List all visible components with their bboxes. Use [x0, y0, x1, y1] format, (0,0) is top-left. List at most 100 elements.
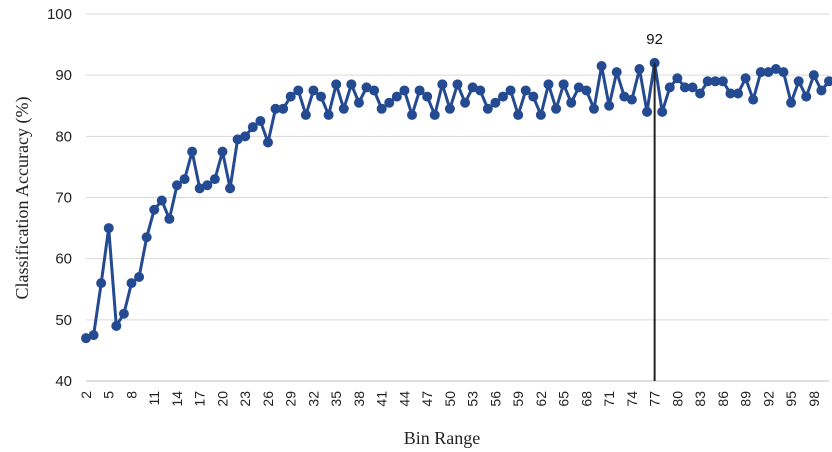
data-point — [88, 330, 99, 341]
data-point — [308, 85, 319, 96]
y-tick-label: 70 — [55, 190, 72, 207]
x-tick-label: 80 — [669, 391, 685, 407]
data-point — [232, 134, 243, 145]
data-point — [581, 85, 592, 96]
x-axis-title: Bin Range — [404, 428, 481, 448]
data-point — [300, 109, 311, 120]
data-point — [429, 109, 440, 120]
data-point — [725, 88, 736, 99]
y-tick-label: 50 — [55, 312, 72, 329]
data-point — [535, 109, 546, 120]
x-tick-label: 17 — [192, 391, 208, 407]
data-point — [801, 91, 812, 102]
data-point — [702, 76, 713, 87]
data-point — [444, 103, 455, 114]
y-tick-label: 100 — [47, 6, 72, 23]
data-point — [824, 76, 832, 87]
data-point — [323, 109, 334, 120]
x-tick-label: 77 — [647, 391, 663, 407]
data-point — [126, 278, 137, 289]
data-point — [672, 73, 683, 84]
x-tick-label: 74 — [624, 391, 640, 407]
x-tick-label: 32 — [305, 391, 321, 407]
data-point — [149, 204, 160, 215]
data-point — [467, 82, 478, 93]
data-point — [573, 82, 584, 93]
y-tick-label: 60 — [55, 251, 72, 268]
data-point — [808, 70, 819, 81]
peak-label: 92 — [646, 31, 663, 48]
data-point — [482, 103, 493, 114]
data-point — [164, 213, 175, 224]
x-tick-label: 68 — [578, 391, 594, 407]
data-point — [407, 109, 418, 120]
data-point — [96, 278, 107, 289]
data-point — [103, 223, 114, 234]
data-point — [437, 79, 448, 90]
data-point — [316, 91, 327, 102]
data-point — [664, 82, 675, 93]
x-tick-label: 29 — [283, 391, 299, 407]
x-tick-label: 50 — [442, 391, 458, 407]
data-point — [331, 79, 342, 90]
data-point — [262, 137, 273, 148]
data-point — [786, 97, 797, 108]
x-tick-label: 56 — [487, 391, 503, 407]
data-point — [81, 333, 91, 344]
y-axis-ticks: 40 50 60 70 80 90 100 — [47, 6, 72, 390]
data-point — [778, 67, 789, 78]
data-point — [225, 183, 236, 194]
data-point — [270, 103, 281, 114]
data-point — [490, 97, 501, 108]
x-tick-label: 71 — [601, 391, 617, 407]
data-point — [452, 79, 463, 90]
data-point — [247, 122, 258, 133]
data-point — [422, 91, 433, 102]
accuracy-series — [81, 57, 832, 344]
x-tick-label: 89 — [738, 391, 754, 407]
x-tick-label: 62 — [533, 391, 549, 407]
y-tick-label: 40 — [55, 373, 72, 390]
data-point — [391, 91, 402, 102]
data-point — [255, 116, 266, 127]
data-point — [414, 85, 425, 96]
data-point — [634, 64, 645, 75]
y-tick-label: 90 — [55, 67, 72, 84]
data-point — [505, 85, 516, 96]
data-point — [293, 85, 304, 96]
x-tick-label: 98 — [806, 391, 822, 407]
data-point — [187, 146, 198, 157]
data-point — [369, 85, 380, 96]
data-point — [657, 106, 668, 117]
data-point — [384, 97, 395, 108]
data-point — [118, 308, 129, 319]
data-point — [588, 103, 599, 114]
series-line — [85, 61, 831, 340]
data-point — [376, 103, 387, 114]
data-point — [497, 91, 508, 102]
data-point — [475, 85, 486, 96]
data-point — [353, 97, 364, 108]
x-tick-label: 20 — [214, 391, 230, 407]
data-point — [543, 79, 554, 90]
x-tick-label: 35 — [328, 391, 344, 407]
x-tick-label: 65 — [556, 391, 572, 407]
data-point — [141, 232, 152, 243]
data-point — [566, 97, 577, 108]
x-tick-label: 83 — [692, 391, 708, 407]
data-point — [156, 195, 167, 206]
data-point — [171, 180, 182, 191]
data-point — [710, 76, 721, 87]
data-point — [460, 97, 471, 108]
data-point — [338, 103, 349, 114]
x-tick-label: 86 — [715, 391, 731, 407]
data-point — [217, 146, 228, 157]
data-point — [604, 100, 615, 111]
data-point — [551, 103, 562, 114]
x-tick-label: 41 — [374, 391, 390, 407]
y-axis-title: Classification Accuracy (%) — [12, 97, 33, 300]
data-point — [209, 174, 220, 185]
data-point — [770, 64, 781, 75]
data-point — [816, 85, 827, 96]
data-point — [361, 82, 372, 93]
